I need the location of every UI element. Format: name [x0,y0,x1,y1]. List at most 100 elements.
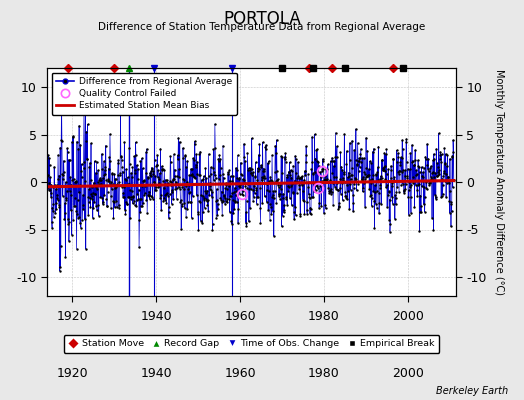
Point [130,153,138,159]
Point [65,238,73,244]
Point [87,140,95,147]
Point [299,180,308,186]
Point [283,202,291,208]
Text: 1980: 1980 [308,367,340,380]
Point [225,183,233,189]
Point [166,191,174,198]
Point [71,195,80,201]
Point [258,200,266,206]
Point [204,151,213,157]
Point [240,154,248,160]
Point [181,153,189,159]
Point [120,139,128,146]
Point [64,220,72,227]
Point [418,178,427,184]
Point [168,187,176,193]
Point [353,161,361,168]
Point [343,195,352,202]
Point [72,208,81,214]
Point [260,173,268,179]
Point [355,155,363,162]
Point [370,225,379,231]
Point [63,148,72,155]
Point [347,176,355,182]
Legend: Difference from Regional Average, Quality Control Failed, Estimated Station Mean: Difference from Regional Average, Qualit… [52,72,236,115]
Point [195,172,203,178]
Point [355,158,364,164]
Point [194,210,202,217]
Point [205,173,213,179]
Point [381,162,389,169]
Point [230,210,238,216]
Point [287,167,295,173]
Y-axis label: Monthly Temperature Anomaly Difference (°C): Monthly Temperature Anomaly Difference (… [494,69,504,295]
Point [314,162,323,169]
Point [51,210,59,216]
Point [383,204,391,210]
Point [129,194,138,200]
Point [81,216,89,222]
Point [418,183,426,190]
Point [165,204,173,210]
Point [324,184,332,191]
Point [140,177,148,184]
Point [300,211,309,217]
Point [366,158,374,164]
Point [369,146,378,152]
Point [106,131,114,137]
Point [269,188,278,194]
Point [216,156,225,162]
Point [339,176,347,183]
Point [140,192,148,198]
Point [122,198,130,205]
Point [263,187,271,194]
Point [331,184,339,190]
Point [79,202,87,208]
Point [364,166,373,172]
Point [93,178,102,185]
Point [446,188,454,194]
Point [224,169,232,175]
Point [210,172,219,178]
Point [198,181,206,187]
Point [219,171,227,178]
Point [169,176,178,182]
Point [161,176,170,183]
Text: 1960: 1960 [224,367,256,380]
Point [255,152,263,158]
Text: 1940: 1940 [140,310,172,323]
Point [286,195,294,201]
Point [281,156,289,162]
Point [245,218,253,225]
Point [438,151,446,158]
Point [113,182,121,188]
Point [68,232,76,238]
Point [360,155,368,161]
Point [296,213,304,219]
Point [261,175,269,181]
Point [57,137,66,143]
Point [230,189,238,196]
Point [128,200,137,207]
Point [83,121,92,128]
Point [118,168,127,175]
Point [46,187,54,193]
Point [289,162,297,169]
Point [85,164,93,170]
Point [281,150,290,156]
Point [330,174,339,180]
Point [200,197,208,203]
Point [104,166,113,172]
Point [261,146,270,152]
Point [93,185,102,192]
Point [221,195,229,201]
Point [240,140,248,147]
Point [406,166,414,172]
Point [259,168,267,174]
Point [45,187,53,194]
Point [245,167,254,174]
Point [198,176,206,183]
Point [335,204,343,210]
Point [183,199,192,205]
Point [275,184,283,190]
